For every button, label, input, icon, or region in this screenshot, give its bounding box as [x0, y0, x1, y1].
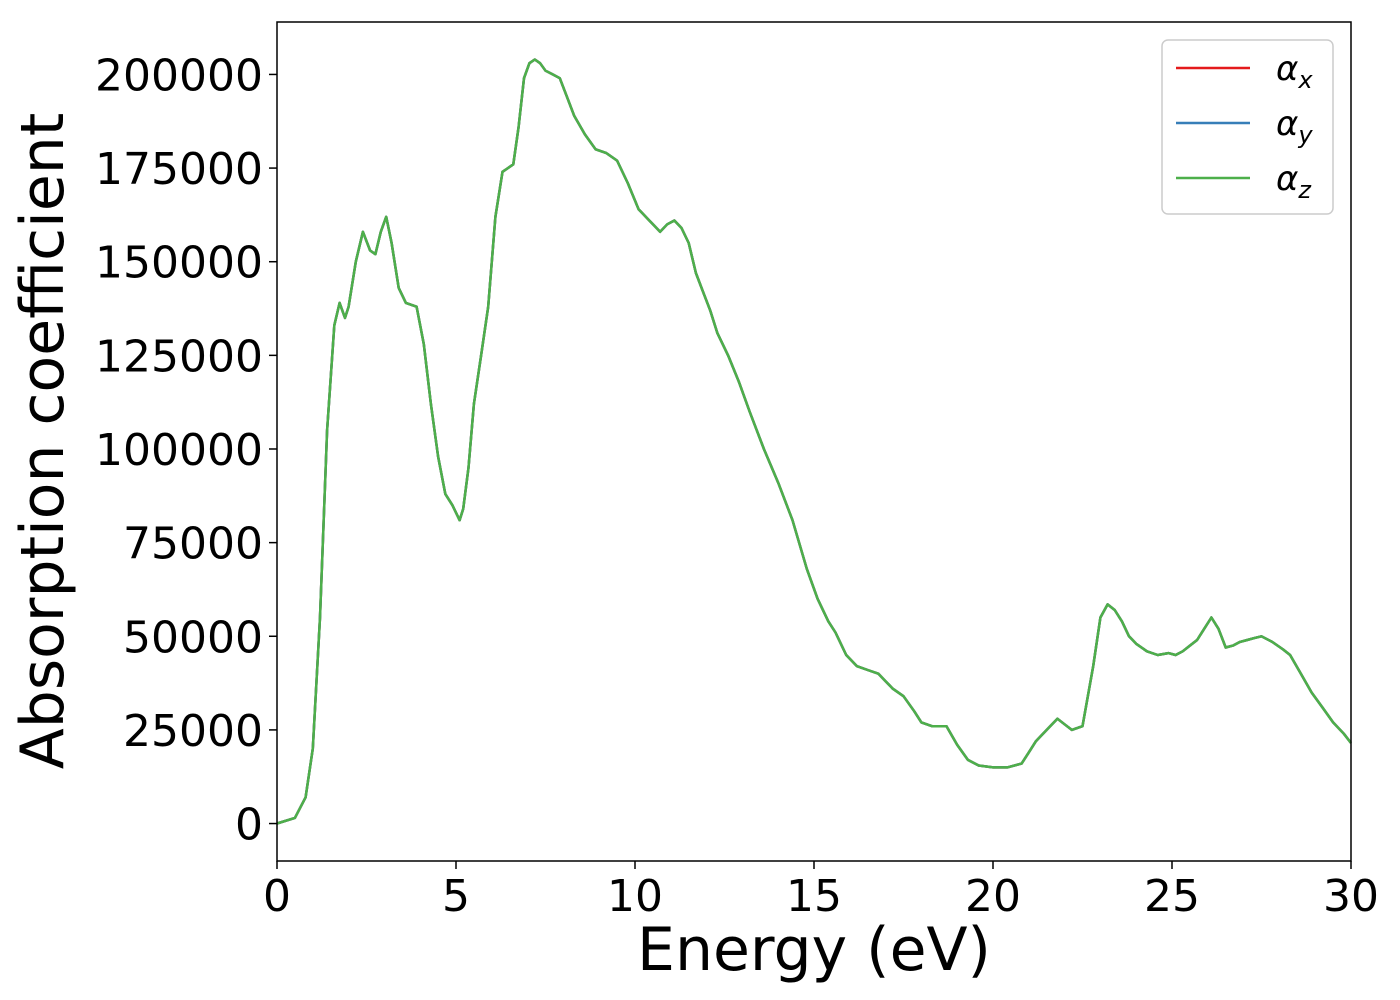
- x-tick-label: 0: [263, 871, 291, 922]
- x-tick-label: 30: [1323, 871, 1379, 922]
- y-tick-label: 175000: [95, 144, 263, 195]
- x-tick-label: 25: [1144, 871, 1200, 922]
- series-line-2: [276, 58, 1352, 825]
- x-tick-label: 20: [965, 871, 1021, 922]
- legend-frame: [1161, 39, 1334, 215]
- y-tick-label: 150000: [95, 238, 263, 289]
- x-axis-label: Energy (eV): [637, 915, 991, 985]
- y-axis-ticks: 0 25000 50000 75000 100000 125000 150000 175000…: [95, 50, 277, 851]
- y-tick-label: 25000: [123, 706, 263, 757]
- x-axis-ticks: 0 5 10 15 20 25 30: [263, 861, 1379, 922]
- y-tick-label: 75000: [123, 519, 263, 570]
- x-tick-label: 10: [607, 871, 663, 922]
- x-tick-label: 5: [442, 871, 470, 922]
- y-tick-label: 100000: [95, 425, 263, 476]
- series-layer: [276, 58, 1352, 825]
- y-tick-label: 200000: [95, 50, 263, 101]
- y-axis-label: Absorption coefficient: [8, 113, 78, 770]
- y-tick-label: 0: [235, 800, 263, 851]
- y-tick-label: 50000: [123, 612, 263, 663]
- x-tick-label: 15: [786, 871, 842, 922]
- y-tick-label: 125000: [95, 331, 263, 382]
